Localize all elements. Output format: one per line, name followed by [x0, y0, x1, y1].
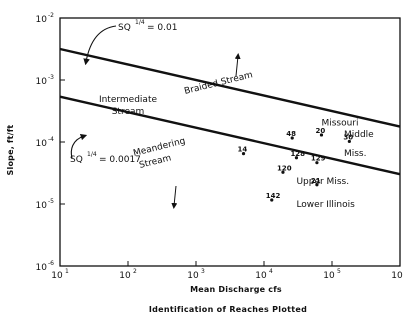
equation-lower: SQ 1/4 = 0.0017	[70, 151, 141, 165]
y-tick-exp: -5	[48, 198, 54, 205]
y-axis-label: Slope, ft/ft	[6, 125, 15, 176]
caption: Identification of Reaches Plotted	[149, 305, 307, 314]
y-tick-label: 10	[36, 15, 48, 25]
data-point-label: 142	[266, 192, 281, 200]
x-tick-exp: 2	[133, 268, 137, 275]
threshold-line-upper	[59, 47, 401, 128]
equation-upper: SQ 1/4 = 0.01	[118, 19, 177, 33]
data-point-marker	[347, 139, 351, 144]
equation-lower-base: SQ	[70, 155, 83, 165]
data-point-label: Upper Miss.	[296, 177, 349, 187]
data-point-marker	[241, 152, 246, 156]
data-point-marker	[281, 170, 285, 174]
label-intermediate-2: Stream	[112, 107, 145, 117]
y-tick-label: 10	[36, 263, 48, 273]
x-tick-label: 10	[187, 271, 199, 281]
x-tick-label: 10	[51, 271, 63, 281]
axis-ticks: 10110210310410510610-610-510-410-310-2	[36, 12, 403, 281]
x-tick-exp: 4	[269, 268, 273, 275]
data-point-label: 129	[311, 155, 326, 163]
x-tick-exp: 5	[337, 268, 341, 275]
braided-arrow	[234, 53, 241, 77]
data-point-label: 120	[277, 164, 292, 172]
equation-lower-exp: 1/4	[87, 151, 97, 158]
y-tick-exp: -2	[48, 12, 54, 19]
equation-lower-arrow	[70, 133, 88, 159]
data-point-label: Missouri	[321, 118, 358, 128]
equation-lower-val: = 0.0017	[99, 155, 141, 165]
label-braided-stream: Braided Stream	[183, 70, 254, 97]
data-point-label: Middle	[344, 130, 374, 140]
data-point-marker	[270, 198, 274, 202]
data-point-label: 30	[343, 133, 353, 141]
data-point-label: 48	[286, 130, 296, 138]
threshold-lines	[59, 47, 401, 176]
data-point-marker	[315, 183, 319, 187]
data-point-label: Lower Illinois	[296, 200, 355, 210]
data-point-label: Miss.	[344, 149, 367, 159]
x-tick-label: 10	[255, 271, 267, 281]
data-point-marker	[294, 156, 299, 160]
data-point-label: 21	[311, 177, 321, 185]
y-tick-label: 10	[36, 201, 48, 211]
label-intermediate: Intermediate	[99, 95, 158, 105]
equation-upper-val: = 0.01	[147, 23, 177, 33]
x-tick-label: 10	[119, 271, 131, 281]
equation-upper-arrow	[83, 25, 117, 66]
data-point-marker	[319, 133, 324, 137]
data-point-marker	[290, 136, 294, 140]
equation-upper-base: SQ	[118, 23, 131, 33]
x-tick-exp: 3	[201, 268, 205, 275]
x-tick-label: 10	[323, 271, 335, 281]
y-tick-label: 10	[36, 139, 48, 149]
data-point-label: 128	[290, 150, 305, 158]
x-tick-label: 10	[391, 271, 403, 281]
data-point-marker	[315, 161, 319, 165]
x-tick-exp: 1	[65, 268, 69, 275]
y-tick-exp: -4	[48, 136, 54, 143]
x-axis-label: Mean Discharge cfs	[190, 285, 282, 294]
y-tick-exp: -3	[48, 74, 54, 81]
data-point-label: 20	[315, 127, 325, 135]
meandering-arrow	[171, 185, 178, 209]
y-tick-label: 10	[36, 77, 48, 87]
y-tick-exp: -6	[48, 260, 54, 267]
equation-upper-exp: 1/4	[135, 19, 145, 26]
threshold-line-lower	[59, 95, 401, 176]
data-point-label: 14	[238, 146, 248, 154]
